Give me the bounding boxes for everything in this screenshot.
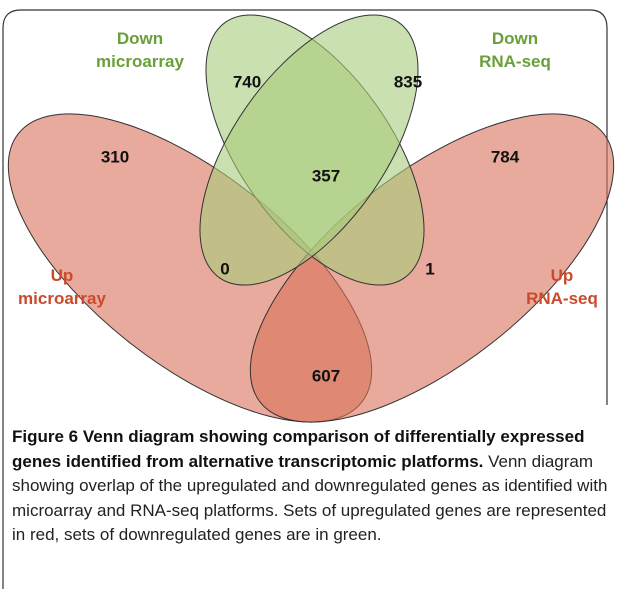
caption-text: Venn diagram showing overlap of the upre…	[12, 451, 608, 545]
region-count: 1	[425, 259, 434, 278]
region-count: 357	[312, 166, 340, 185]
set-label: RNA-seq	[526, 289, 598, 308]
caption-title: Figure 6 Venn diagram showing comparison…	[12, 427, 585, 471]
region-count: 0	[220, 259, 229, 278]
set-label: microarray	[18, 289, 106, 308]
set-label: microarray	[96, 52, 184, 71]
region-count: 310	[101, 147, 129, 166]
set-label: Up	[551, 266, 574, 285]
set-label: Up	[51, 266, 74, 285]
region-count: 784	[491, 147, 520, 166]
region-count: 740	[233, 72, 261, 91]
set-label: RNA-seq	[479, 52, 551, 71]
set-label: Down	[117, 29, 163, 48]
region-count: 607	[312, 366, 340, 385]
region-count: 835	[394, 72, 422, 91]
frame	[2, 9, 608, 589]
caption: Figure 6 Venn diagram showing comparison…	[12, 425, 608, 548]
ellipse-down-rnaseq	[199, 14, 419, 286]
set-label: Down	[492, 29, 538, 48]
